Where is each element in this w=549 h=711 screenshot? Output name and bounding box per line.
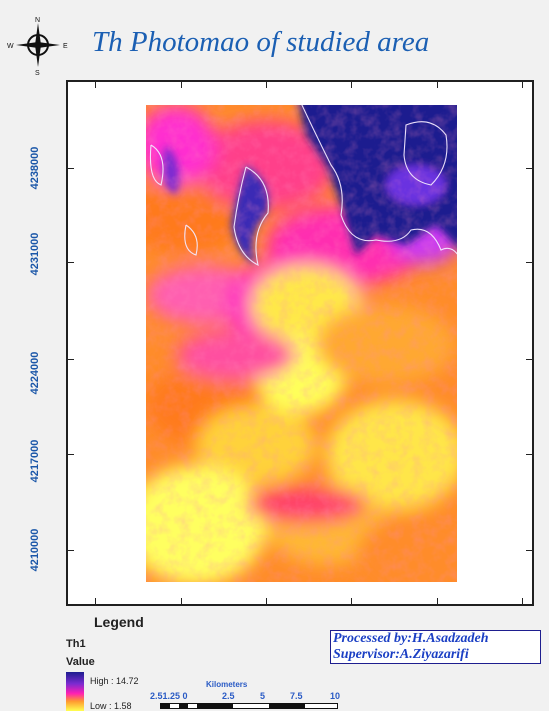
y-tick [66, 454, 74, 455]
legend-heading: Legend [94, 614, 144, 630]
x-tick [181, 80, 182, 88]
x-tick [522, 80, 523, 88]
scale-units: Kilometers [206, 680, 248, 689]
legend-low-value: Low : 1.58 [90, 701, 132, 711]
legend-value-label: Value [66, 656, 95, 668]
x-tick [437, 598, 438, 606]
y-tick-label: 4224000 [29, 351, 41, 395]
scale-bar [160, 703, 338, 709]
y-tick-label: 4217000 [29, 439, 41, 483]
scale-label: 10 [330, 691, 341, 701]
x-tick [266, 80, 267, 88]
scale-label: 2.5 [222, 691, 235, 701]
y-tick [526, 168, 534, 169]
y-tick [526, 262, 534, 263]
y-tick [526, 454, 534, 455]
x-tick [95, 598, 96, 606]
compass-e: E [63, 43, 68, 50]
credits-box: Processed by:H.Asadzadeh Supervisor:A.Zi… [330, 630, 541, 664]
processed-by-text: Processed by:H.Asadzadeh [333, 631, 489, 646]
compass-w: W [7, 43, 14, 50]
x-tick [266, 598, 267, 606]
y-tick-label: 4238000 [29, 146, 41, 190]
x-tick [351, 598, 352, 606]
x-tick [351, 80, 352, 88]
x-tick [95, 80, 96, 88]
y-tick [66, 168, 74, 169]
legend-layer-name: Th1 [66, 638, 86, 650]
x-tick [437, 80, 438, 88]
compass-s: S [35, 70, 40, 76]
thorium-raster-map [146, 105, 457, 582]
north-arrow-icon: N S E W [7, 17, 68, 76]
y-tick [66, 359, 74, 360]
scale-label: 7.5 [290, 691, 303, 701]
x-tick [181, 598, 182, 606]
compass-n: N [35, 17, 40, 24]
scale-label: 5 [260, 691, 266, 701]
y-tick [66, 262, 74, 263]
x-tick [522, 598, 523, 606]
y-tick [526, 359, 534, 360]
scale-label: 2.51.25 0 [150, 691, 188, 701]
supervisor-text: Supervisor:A.Ziyazarifi [333, 647, 469, 662]
legend-color-ramp [66, 672, 84, 711]
map-title: Th Photomao of studied area [92, 26, 430, 58]
y-tick-label: 4210000 [29, 528, 41, 572]
y-tick [66, 550, 74, 551]
y-tick-label: 4231000 [29, 232, 41, 276]
legend-high-value: High : 14.72 [90, 676, 139, 686]
y-tick [526, 550, 534, 551]
